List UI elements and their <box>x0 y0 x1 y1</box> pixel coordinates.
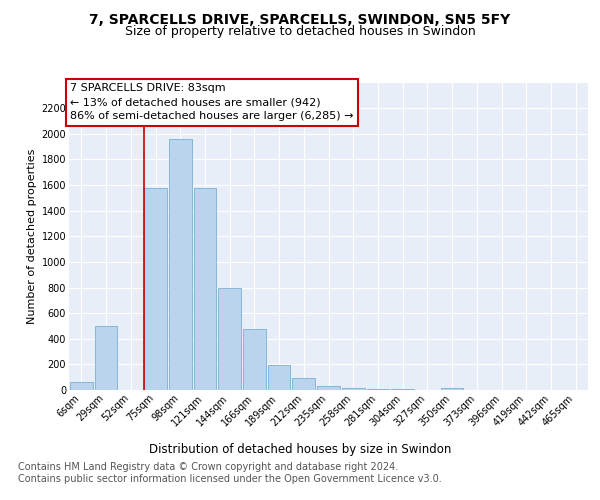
Text: Size of property relative to detached houses in Swindon: Size of property relative to detached ho… <box>125 25 475 38</box>
Text: 7 SPARCELLS DRIVE: 83sqm
← 13% of detached houses are smaller (942)
86% of semi-: 7 SPARCELLS DRIVE: 83sqm ← 13% of detach… <box>70 83 354 121</box>
Bar <box>169 139 191 390</box>
Bar <box>367 389 389 390</box>
Bar <box>268 365 290 390</box>
Bar <box>317 386 340 390</box>
Bar <box>292 378 315 390</box>
Bar <box>194 188 216 390</box>
Text: Contains HM Land Registry data © Crown copyright and database right 2024.
Contai: Contains HM Land Registry data © Crown c… <box>18 462 442 484</box>
Bar <box>342 388 365 390</box>
Bar <box>243 328 266 390</box>
Bar <box>70 382 93 390</box>
Y-axis label: Number of detached properties: Number of detached properties <box>28 148 37 324</box>
Text: Distribution of detached houses by size in Swindon: Distribution of detached houses by size … <box>149 442 451 456</box>
Bar <box>441 388 463 390</box>
Bar <box>95 326 118 390</box>
Bar <box>144 188 167 390</box>
Bar <box>218 288 241 390</box>
Text: 7, SPARCELLS DRIVE, SPARCELLS, SWINDON, SN5 5FY: 7, SPARCELLS DRIVE, SPARCELLS, SWINDON, … <box>89 12 511 26</box>
